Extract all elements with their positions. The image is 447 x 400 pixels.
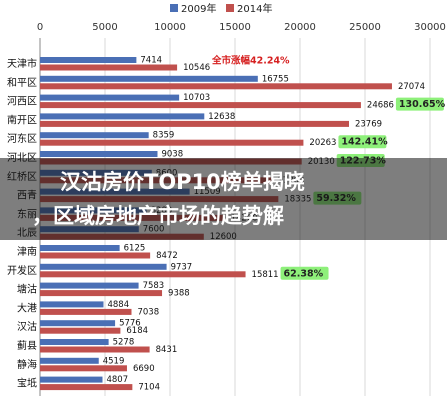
value-label: 23769 bbox=[355, 119, 382, 129]
bar bbox=[40, 376, 103, 383]
value-label: 24686 bbox=[367, 101, 394, 111]
value-label: 6184 bbox=[126, 326, 148, 336]
value-label: 4519 bbox=[103, 356, 125, 366]
value-label: 7104 bbox=[138, 383, 160, 393]
category-label: 河东区 bbox=[7, 132, 37, 145]
value-label: 8431 bbox=[156, 345, 178, 355]
bar bbox=[40, 346, 150, 353]
legend-swatch bbox=[170, 4, 178, 12]
title-line: 汉沽房价TOP10榜单揭晓 bbox=[60, 170, 305, 194]
category-label: 塘沽 bbox=[17, 283, 37, 296]
category-label: 大港 bbox=[17, 301, 37, 314]
bar bbox=[40, 357, 99, 364]
value-label: 7414 bbox=[140, 56, 162, 66]
value-label: 20263 bbox=[309, 138, 336, 148]
bar bbox=[40, 57, 137, 63]
bar bbox=[40, 365, 127, 372]
bar bbox=[40, 384, 133, 391]
bar bbox=[40, 308, 132, 315]
bar bbox=[40, 301, 104, 308]
growth-box bbox=[338, 135, 387, 149]
value-label: 9737 bbox=[171, 262, 193, 272]
value-label: 27074 bbox=[398, 82, 425, 92]
growth-label: 142.41% bbox=[341, 137, 388, 148]
value-label: 9388 bbox=[168, 289, 190, 299]
value-label: 10546 bbox=[183, 63, 210, 73]
bar bbox=[40, 339, 109, 345]
growth-label: 62.38% bbox=[284, 268, 324, 279]
x-tick-label: 10000 bbox=[154, 22, 186, 33]
value-label: 4884 bbox=[107, 300, 129, 310]
category-label: 津南 bbox=[17, 245, 37, 258]
category-label: 河西区 bbox=[7, 96, 37, 108]
x-tick-label: 5000 bbox=[92, 22, 117, 33]
value-label: 5776 bbox=[119, 319, 141, 329]
value-label: 6690 bbox=[133, 364, 155, 374]
category-label: 南开区 bbox=[7, 113, 37, 126]
growth-label: 全市涨幅42.24% bbox=[211, 55, 290, 67]
value-label: 8359 bbox=[153, 131, 175, 141]
bar bbox=[40, 252, 151, 259]
category-label: 和平区 bbox=[7, 77, 37, 89]
category-label: 宝坻 bbox=[17, 377, 37, 390]
bar bbox=[40, 113, 205, 120]
bar bbox=[40, 263, 167, 270]
x-tick-label: 25000 bbox=[349, 22, 381, 33]
category-label: 天津市 bbox=[7, 57, 37, 70]
bar bbox=[40, 271, 246, 278]
value-label: 12638 bbox=[208, 112, 235, 122]
bar bbox=[40, 290, 163, 297]
legend-swatch bbox=[226, 4, 234, 12]
bar bbox=[40, 151, 158, 157]
bar bbox=[40, 320, 116, 327]
title-band bbox=[0, 158, 447, 240]
x-tick-label: 30000 bbox=[414, 22, 446, 33]
value-label: 7583 bbox=[143, 281, 165, 291]
legend-label: 2014年 bbox=[237, 2, 272, 15]
legend-label: 2009年 bbox=[181, 2, 216, 15]
bar bbox=[40, 139, 304, 146]
value-label: 15811 bbox=[252, 270, 279, 280]
bar bbox=[40, 75, 258, 82]
category-label: 蓟县 bbox=[17, 339, 37, 352]
bar bbox=[40, 83, 392, 90]
value-label: 16755 bbox=[262, 74, 289, 84]
x-tick-label: 0 bbox=[37, 22, 43, 33]
category-label: 开发区 bbox=[7, 264, 37, 277]
category-label: 静海 bbox=[17, 358, 37, 371]
value-label: 4807 bbox=[106, 375, 128, 385]
title-line: ，区域房地产市场的趋势解 bbox=[32, 204, 284, 228]
value-label: 7038 bbox=[137, 307, 159, 317]
bar bbox=[40, 132, 149, 139]
bar bbox=[40, 94, 180, 101]
growth-box bbox=[280, 266, 329, 280]
value-label: 10703 bbox=[183, 93, 210, 103]
value-label: 6125 bbox=[124, 244, 146, 254]
bar bbox=[40, 245, 120, 251]
growth-box bbox=[395, 97, 444, 111]
value-label: 8472 bbox=[156, 251, 178, 261]
bar bbox=[40, 282, 139, 289]
value-label: 9038 bbox=[161, 150, 183, 160]
bar bbox=[40, 102, 361, 109]
category-label: 汉沽 bbox=[17, 320, 37, 333]
x-tick-label: 15000 bbox=[219, 22, 251, 33]
growth-label: 130.65% bbox=[399, 99, 446, 110]
bar bbox=[40, 64, 178, 71]
x-tick-label: 20000 bbox=[284, 22, 316, 33]
bar bbox=[40, 327, 121, 334]
bar bbox=[40, 120, 349, 127]
value-label: 5278 bbox=[113, 338, 135, 348]
